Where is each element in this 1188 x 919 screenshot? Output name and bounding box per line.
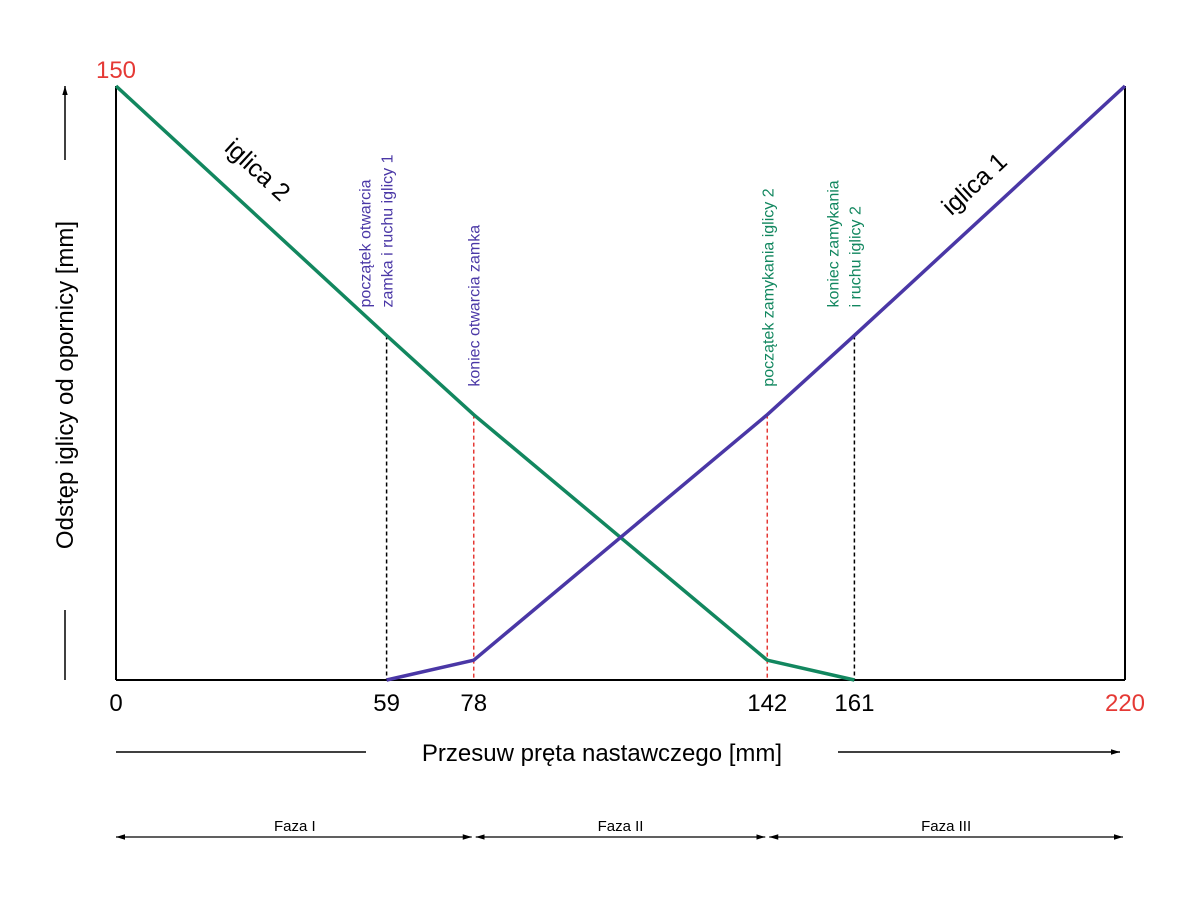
series-line-1 — [114, 84, 855, 682]
x-tick-label-142: 142 — [747, 690, 787, 717]
marker-label-59-2: zamka i ruchu iglicy 1 — [380, 154, 397, 307]
x-tick-label-59: 59 — [373, 690, 400, 717]
phase-label-2: Faza II — [598, 818, 644, 835]
x-axis-title: Przesuw pręta nastawczego [mm] — [422, 740, 782, 767]
marker-label-59-1: początek otwarcia — [358, 179, 375, 307]
marker-label-78-1: koniec otwarcia zamka — [467, 225, 484, 387]
series-label-iglica-1: iglica 1 — [936, 147, 1012, 220]
series-label-iglica-2: iglica 2 — [219, 133, 295, 206]
series-line-2 — [386, 84, 1127, 682]
x-tick-label-220: 220 — [1105, 690, 1145, 717]
marker-label-142-1: początek zamykania iglicy 2 — [760, 188, 777, 386]
phase-label-3: Faza III — [921, 818, 971, 835]
x-tick-label-78: 78 — [460, 690, 487, 717]
marker-label-161-2: i ruchu iglicy 2 — [847, 206, 864, 307]
marker-label-161-1: koniec zamykania — [825, 180, 842, 307]
x-tick-label-0: 0 — [109, 690, 122, 717]
y-axis-title: Odstęp iglicy od opornicy [mm] — [52, 221, 79, 549]
x-tick-label-161: 161 — [834, 690, 874, 717]
phase-label-1: Faza I — [274, 818, 316, 835]
y-max-label: 150 — [96, 57, 136, 84]
